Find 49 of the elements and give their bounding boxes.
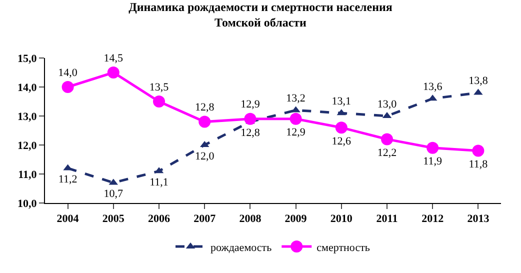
x-tick-label: 2005	[102, 213, 125, 226]
point	[290, 112, 302, 125]
chart-title: Динамика рождаемости и смертности населения Томской области	[128, 0, 393, 30]
legend-label: рождаемость	[210, 242, 272, 254]
data-label: 13,0	[377, 98, 398, 110]
data-label: 12,8	[240, 127, 260, 140]
data-label: 12,6	[332, 135, 352, 148]
data-label: 12,9	[240, 98, 260, 111]
data-label: 12,0	[194, 150, 215, 162]
point	[426, 142, 439, 154]
data-label: 11,2	[58, 173, 78, 186]
y-tick-label: 15,0	[18, 52, 38, 65]
data-label: 13,1	[332, 95, 352, 108]
point	[244, 112, 256, 125]
y-tick-label: 10,0	[18, 198, 38, 210]
data-label: 14,0	[58, 66, 78, 79]
data-label: 13,6	[422, 80, 443, 93]
data-label: 13,5	[149, 81, 170, 94]
x-tick-label: 2006	[148, 213, 170, 226]
y-tick-label: 11,0	[18, 168, 38, 181]
data-label: 11,9	[423, 156, 443, 168]
y-tick-label: 13,0	[18, 110, 38, 123]
data-label: 14,5	[104, 52, 124, 64]
y-tick-label: 14,0	[18, 82, 38, 94]
data-label: 13,8	[468, 75, 488, 88]
point	[335, 122, 348, 134]
point	[62, 81, 74, 93]
x-tick-label: 2011	[376, 213, 398, 226]
data-label: 11,8	[468, 158, 488, 171]
data-label: 11,1	[150, 176, 168, 188]
x-tick-label: 2010	[330, 213, 353, 226]
data-label: 12,8	[194, 102, 215, 114]
point	[472, 144, 484, 157]
data-label: 13,2	[286, 92, 306, 104]
data-label: 10,7	[104, 188, 124, 200]
x-tick-label: 2008	[239, 213, 262, 226]
point	[107, 66, 120, 78]
x-tick-label: 2013	[467, 213, 490, 226]
x-tick-label: 2009	[284, 213, 308, 226]
data-label: 12,9	[286, 126, 306, 139]
point	[381, 133, 393, 146]
point	[198, 116, 211, 128]
data-label: 12,2	[377, 146, 397, 159]
x-tick-label: 2004	[56, 213, 80, 226]
legend-label: смертность	[316, 242, 370, 254]
point	[153, 96, 165, 108]
y-tick-label: 12,0	[18, 140, 38, 152]
x-tick-label: 2012	[422, 213, 444, 226]
x-tick-label: 2007	[194, 213, 216, 226]
